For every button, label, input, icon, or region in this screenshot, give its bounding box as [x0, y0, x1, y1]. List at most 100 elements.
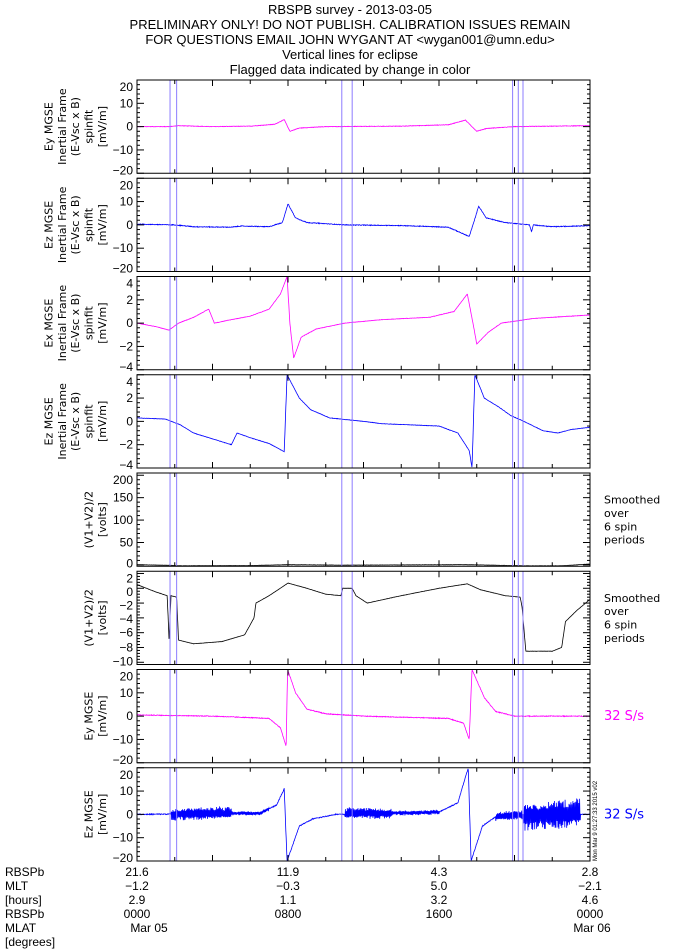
column-value: Mar 05 [130, 921, 168, 935]
data-line [137, 119, 590, 132]
column-value: 4.3 [431, 865, 448, 879]
y-axis-label: spinfit [83, 404, 96, 439]
column-value: Mar 06 [573, 921, 611, 935]
column-value: 1.1 [280, 893, 297, 907]
y-axis-label: (E-Vsc x B) [69, 294, 82, 353]
panel-frame [136, 276, 591, 371]
y-axis-label: [volts] [96, 600, 109, 635]
y-axis-label: [mV/m] [96, 106, 109, 147]
panel-6: −10−8−6−4−202 (V1+V2)/2 [volts] Smoothedove… [83, 570, 660, 669]
data-line [137, 203, 590, 238]
column-value: 0800 [275, 907, 302, 921]
y-tick-label: 10 [120, 96, 134, 110]
panel-note: periods [604, 632, 645, 645]
y-tick-label: 20 [120, 670, 134, 684]
y-axis-label: (V1+V2)/2 [83, 589, 96, 647]
panel-3: −4 −2 0 2 4 Ex MGSE Inertial Frame (E-Vsc x B) s… [42, 276, 591, 374]
title-block: RBSPB survey - 2013-03-05 PRELIMINARY ON… [130, 2, 571, 77]
y-tick-label: −2 [119, 598, 133, 612]
y-tick-label: 2 [126, 293, 133, 307]
data-line [137, 768, 590, 861]
y-axis-label: (V1+V2)/2 [83, 491, 96, 549]
y-axis-label: Ey MGSE [42, 102, 55, 151]
timestamp: Mon Mar 9 01:27:33 2015 v02 [593, 780, 599, 861]
y-axis-label: Ey MGSE [83, 692, 96, 741]
bottom-axis-labels: RBSPbMLT[hours]RBSPbMLAT[degrees]21.6−1.… [5, 865, 611, 949]
column-value: 2.8 [582, 865, 599, 879]
y-axis-label: (E-Vsc x B) [69, 97, 82, 156]
y-axis-label: [mV/m] [96, 794, 109, 835]
y-axis-label: Inertial Frame [56, 186, 69, 263]
y-tick-label: −4 [119, 360, 133, 374]
panel-1: −20 −10 0 10 20 Ey MGSE Inertial Frame (E-Vsc x… [42, 79, 591, 177]
y-tick-label: 10 [120, 784, 134, 798]
y-axis-label: [mV/m] [96, 204, 109, 245]
panel-note: over [604, 507, 629, 520]
y-axis-label: Inertial Frame [56, 88, 69, 165]
panel-note: over [604, 605, 629, 618]
row-label: MLT [5, 879, 29, 893]
column-value: 0000 [124, 907, 151, 921]
y-axis-label: spinfit [83, 109, 96, 144]
y-tick-label: −20 [113, 753, 134, 767]
panel-note: Smoothed [604, 592, 660, 605]
y-tick-label: −10 [113, 241, 134, 255]
y-tick-label: 0 [126, 414, 133, 428]
y-axis-label: spinfit [83, 207, 96, 242]
y-tick-label: −10 [113, 732, 134, 746]
row-label: RBSPb [5, 865, 45, 879]
y-tick-label: 10 [120, 195, 134, 209]
y-tick-label: −4 [119, 612, 133, 626]
y-tick-label: 10 [120, 686, 134, 700]
y-tick-label: 50 [120, 535, 134, 549]
y-tick-label: 200 [113, 473, 133, 487]
y-tick-label: 0 [126, 218, 133, 232]
row-label: RBSPb [5, 907, 45, 921]
title-line: RBSPB survey - 2013-03-05 [268, 2, 432, 17]
panel-4: −4 −2 0 2 4 Ez MGSE Inertial Frame (E-Vsc x B) s… [42, 374, 591, 472]
y-axis-label: (E-Vsc x B) [69, 392, 82, 451]
y-axis-label: Ez MGSE [42, 201, 55, 249]
y-axis-label: [volts] [96, 502, 109, 537]
y-tick-label: 20 [120, 768, 134, 782]
y-tick-label: −6 [119, 626, 133, 640]
y-axis-label: [mV/m] [96, 696, 109, 737]
data-line [137, 582, 590, 652]
title-line: Vertical lines for eclipse [282, 47, 418, 62]
column-value: 3.2 [431, 893, 448, 907]
panel-note: Smoothed [604, 494, 660, 507]
column-value: 4.6 [582, 893, 599, 907]
y-tick-label: 0 [126, 709, 133, 723]
panel-note: 6 spin [604, 520, 637, 533]
y-tick-label: −20 [113, 851, 134, 865]
y-tick-label: −10 [113, 143, 134, 157]
row-label: [degrees] [5, 935, 55, 949]
y-axis-label: (E-Vsc x B) [69, 195, 82, 254]
data-line [137, 276, 590, 359]
y-axis-label: [mV/m] [96, 303, 109, 344]
row-label: [hours] [5, 893, 42, 907]
panel-5: 0 50 100 150 200 (V1+V2)/2 [volts] Smoothedover… [83, 472, 660, 570]
title-line: FOR QUESTIONS EMAIL JOHN WYGANT AT <wyga… [145, 32, 554, 47]
y-tick-label: 20 [120, 178, 134, 192]
y-tick-label: 4 [126, 277, 133, 291]
panel-8: −20 −10 0 10 20 Ez MGSE [mV/m] 32 S/s [83, 767, 644, 865]
y-axis-label: spinfit [83, 305, 96, 340]
column-value: −0.3 [276, 879, 300, 893]
y-tick-label: −2 [119, 438, 133, 452]
y-tick-label: 0 [126, 556, 133, 570]
panel-note: 32 S/s [604, 709, 644, 724]
y-tick-label: 4 [126, 375, 133, 389]
y-tick-label: 0 [126, 807, 133, 821]
column-value: 1600 [426, 907, 453, 921]
data-line [137, 374, 590, 468]
y-tick-label: −4 [119, 458, 133, 472]
column-value: −1.2 [125, 879, 149, 893]
panel-frame [136, 472, 591, 567]
panel-7: −20 −10 0 10 20 Ey MGSE [mV/m] 32 S/s [83, 669, 644, 767]
y-tick-label: −20 [113, 163, 134, 177]
y-axis-label: Ex MGSE [42, 299, 55, 348]
column-value: 2.9 [129, 893, 146, 907]
